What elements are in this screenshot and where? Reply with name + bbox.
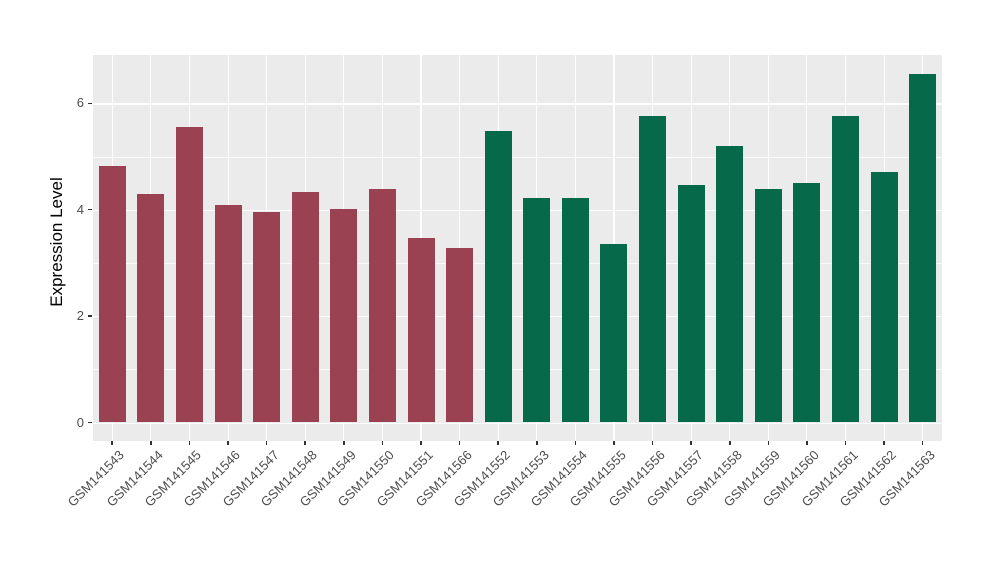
major-gridline	[93, 103, 942, 105]
minor-gridline	[93, 156, 942, 158]
y-tick-mark	[88, 315, 92, 317]
bar	[793, 183, 821, 423]
bar	[639, 115, 667, 423]
bar	[291, 191, 319, 423]
y-tick-label: 2	[76, 308, 84, 324]
major-gridline	[93, 209, 942, 212]
bar	[484, 131, 512, 423]
x-tick-mark	[227, 441, 229, 445]
x-tick-mark	[381, 441, 384, 445]
x-tick-mark	[265, 441, 268, 445]
bar	[214, 204, 242, 423]
plot-panel	[93, 55, 942, 441]
x-tick-mark	[728, 441, 731, 445]
y-tick-label: 0	[76, 414, 84, 430]
x-tick-mark	[150, 441, 152, 445]
bar	[600, 243, 628, 423]
y-tick-mark	[88, 208, 92, 211]
x-tick-mark	[651, 441, 654, 445]
bar	[561, 197, 589, 423]
bar	[368, 189, 396, 423]
bar	[754, 189, 782, 423]
x-tick-mark	[844, 441, 847, 445]
x-tick-mark	[111, 441, 114, 445]
y-tick-mark	[88, 421, 92, 424]
minor-gridline	[93, 262, 942, 264]
bar	[446, 248, 474, 423]
bar	[677, 184, 705, 423]
x-tick-mark	[767, 441, 770, 445]
x-tick-mark	[883, 441, 885, 445]
y-axis-title: Expression Level	[47, 177, 66, 307]
bar	[909, 74, 937, 423]
x-tick-mark	[535, 441, 538, 445]
bar	[716, 145, 744, 423]
bar	[253, 211, 281, 423]
x-tick-mark	[420, 441, 422, 445]
x-tick-mark	[458, 441, 461, 445]
bar	[832, 116, 860, 423]
minor-gridline	[93, 369, 942, 371]
bar	[137, 193, 165, 423]
x-tick-mark	[574, 441, 577, 445]
y-tick-mark	[88, 102, 92, 105]
x-tick-mark	[690, 441, 692, 445]
x-tick-mark	[304, 441, 307, 445]
bar	[870, 172, 898, 423]
x-tick-mark	[188, 441, 191, 445]
x-tick-mark	[613, 441, 615, 445]
bar	[175, 127, 203, 423]
x-tick-mark	[343, 441, 345, 445]
y-tick-label: 4	[76, 201, 84, 217]
major-gridline	[93, 422, 942, 424]
x-tick-mark	[921, 441, 924, 445]
y-tick-label: 6	[76, 95, 84, 111]
bar	[407, 237, 435, 423]
x-tick-mark	[497, 441, 499, 445]
bar	[523, 197, 551, 423]
bar	[330, 209, 358, 423]
bar	[98, 166, 126, 423]
x-tick-mark	[806, 441, 808, 445]
major-gridline	[93, 316, 942, 318]
